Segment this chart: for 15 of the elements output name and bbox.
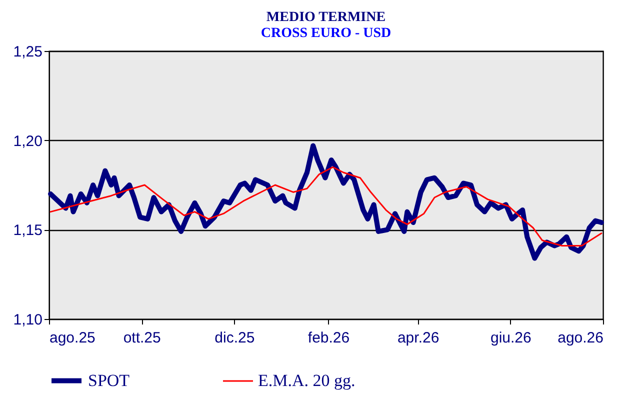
- y-tick-label: 1,20: [13, 132, 42, 150]
- x-tick-label: ago.25: [50, 330, 96, 346]
- x-tick-label: apr.26: [397, 330, 440, 346]
- y-tick-label: 1,15: [13, 222, 42, 240]
- x-tick-label: feb.26: [308, 330, 350, 346]
- legend-label: SPOT: [88, 370, 130, 390]
- chart-title: MEDIO TERMINE: [266, 10, 386, 25]
- x-tick-label: ott.25: [123, 330, 161, 346]
- y-tick-label: 1,10: [13, 312, 42, 328]
- y-tick-label: 1,25: [13, 44, 42, 60]
- x-tick-label: ago.26: [558, 330, 604, 346]
- x-tick-label: giu.26: [490, 330, 532, 346]
- legend-label: E.M.A. 20 gg.: [258, 371, 356, 390]
- x-tick-label: dic.25: [214, 330, 255, 346]
- chart-subtitle: CROSS EURO - USD: [260, 26, 392, 41]
